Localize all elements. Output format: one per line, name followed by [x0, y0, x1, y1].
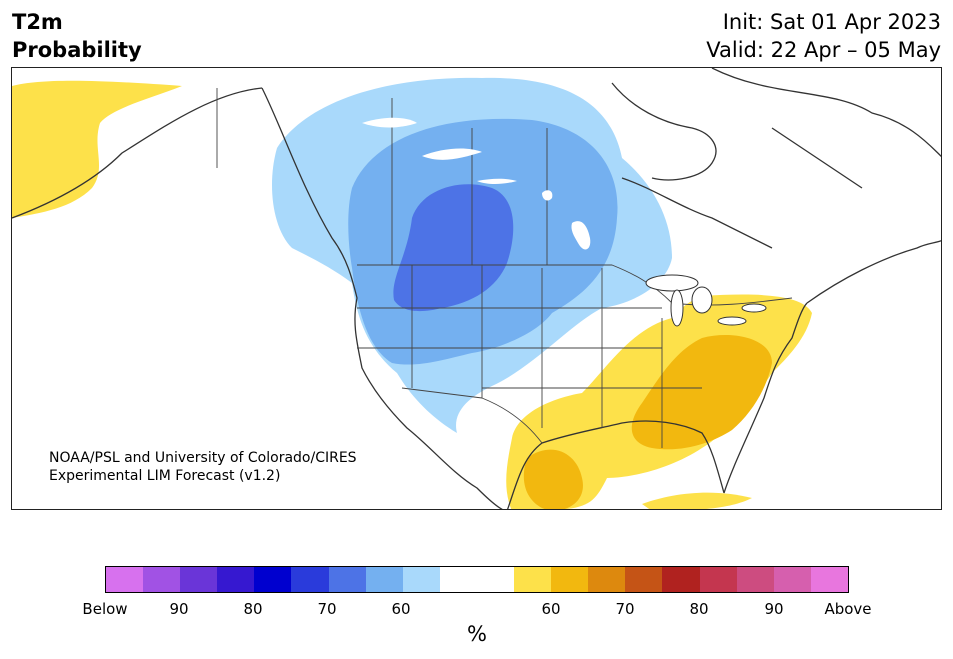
above-70-region-mexico: [523, 449, 583, 509]
colorbar-segment: [328, 567, 366, 592]
great-bear-lake: [362, 117, 417, 128]
colorbar-segment: [736, 567, 774, 592]
credit-line-2: Experimental LIM Forecast (v1.2): [49, 468, 281, 484]
forecast-map: [11, 67, 942, 510]
above-70-region-east: [631, 335, 772, 450]
canadian-lakes: [362, 117, 591, 250]
colorbar-tick-label: 80: [243, 600, 263, 618]
colorbar-unit: %: [467, 622, 487, 646]
atlantic-canada-coast: [621, 177, 941, 304]
lake-erie: [717, 316, 747, 326]
pacific-coast: [12, 87, 503, 509]
probability-colorbar: [105, 566, 849, 593]
init-date: Init: Sat 01 Apr 2023: [722, 10, 941, 34]
valid-range: Valid: 22 Apr – 05 May: [706, 38, 941, 62]
colorbar-segment: [662, 567, 700, 592]
lake-superior: [645, 274, 699, 292]
map-title: T2m Probability: [12, 8, 142, 64]
us-state-lines: [357, 265, 702, 448]
cuba-above-region: [642, 492, 752, 509]
colorbar-tick-label: 60: [541, 600, 561, 618]
colorbar-segment: [699, 567, 737, 592]
colorbar-tick-label: 70: [615, 600, 635, 618]
colorbar-segment: [439, 567, 477, 592]
colorbar-segment: [514, 567, 552, 592]
lake-michigan: [670, 289, 684, 327]
colorbar-tick-label: 80: [689, 600, 709, 618]
colorbar-segment: [217, 567, 255, 592]
hudson-bay: [611, 82, 717, 181]
map-credit: NOAA/PSL and University of Colorado/CIRE…: [49, 449, 357, 485]
colorbar-tick-label: Below: [82, 600, 128, 618]
colorbar-segment: [254, 567, 292, 592]
reindeer-lake: [542, 190, 553, 201]
colorbar-segment: [810, 567, 848, 592]
colorbar-segment: [588, 567, 626, 592]
gulf-coast: [507, 302, 808, 509]
great-slave-lake: [422, 148, 482, 160]
us-mexico-border: [401, 387, 543, 444]
colorbar-segment: [180, 567, 218, 592]
colorbar-segment: [291, 567, 329, 592]
title-variable: T2m: [12, 10, 63, 34]
colorbar-segment: [476, 567, 515, 592]
colorbar-tick-label: 60: [391, 600, 411, 618]
colorbar-tick-label: 90: [764, 600, 784, 618]
arctic-islands: [711, 68, 941, 189]
political-borders: [216, 88, 793, 448]
below-80-region: [393, 184, 514, 312]
colorbar-segment: [402, 567, 440, 592]
credit-line-1: NOAA/PSL and University of Colorado/CIRE…: [49, 450, 357, 466]
forecast-dates: Init: Sat 01 Apr 2023 Valid: 22 Apr – 05…: [706, 8, 941, 64]
colorbar-segment: [625, 567, 663, 592]
colorbar-segment: [143, 567, 181, 592]
great-lakes: [645, 274, 767, 327]
colorbar-tick-label: Above: [824, 600, 872, 618]
colorbar-segment: [365, 567, 403, 592]
title-type: Probability: [12, 38, 142, 62]
colorbar-segment: [106, 567, 144, 592]
coastlines: [12, 68, 941, 509]
canada-province-lines: [216, 88, 548, 265]
colorbar-tick-label: 90: [169, 600, 189, 618]
alaska-above-region: [12, 80, 182, 218]
lake-athabasca: [477, 178, 517, 184]
colorbar-segment: [551, 567, 589, 592]
map-canvas: [12, 68, 941, 509]
lake-winnipeg: [571, 221, 591, 250]
colorbar-tick-label: 70: [317, 600, 337, 618]
lake-ontario: [741, 303, 767, 313]
colorbar-segment: [773, 567, 811, 592]
lake-huron: [691, 286, 713, 314]
